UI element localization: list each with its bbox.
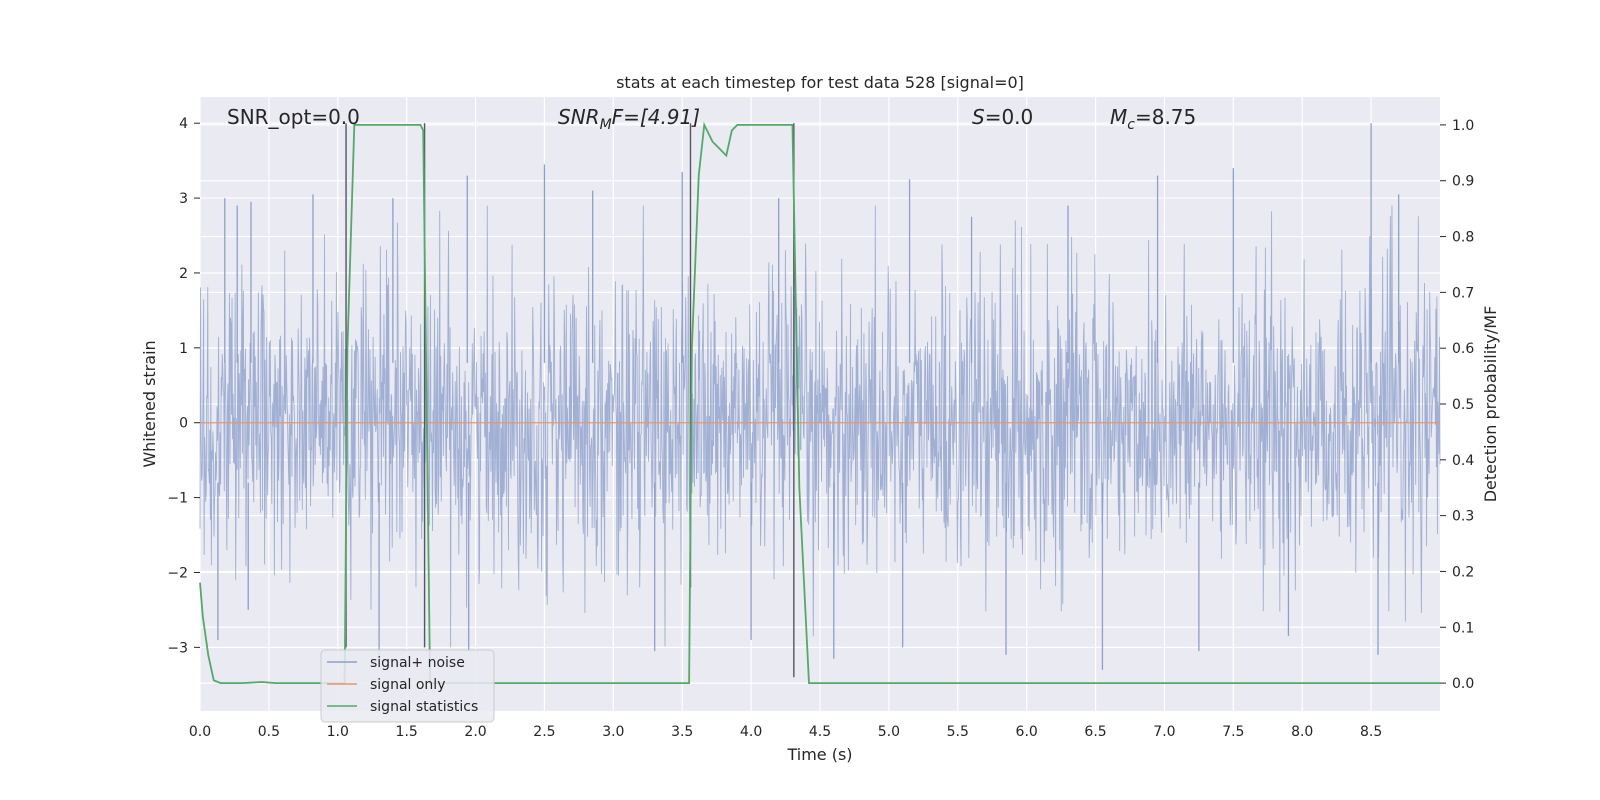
x-tick-label: 6.5 [1084,724,1106,740]
y2-tick-label: 0.5 [1452,397,1474,413]
x-tick-label: 7.5 [1222,724,1244,740]
x-tick-label: 4.0 [740,724,762,740]
x-tick-label: 3.5 [671,724,693,740]
annotation-s-rest: =0.0 [985,105,1034,129]
x-tick-label: 2.5 [533,724,555,740]
y-tick-label: 2 [179,266,188,282]
x-tick-label: 4.5 [809,724,831,740]
y2-axis-label: Detection probability/MF [1481,306,1500,503]
annotation-mc-sub: c [1127,117,1135,133]
x-tick-label: 7.0 [1153,724,1175,740]
annotation-snr-mf-rest: F=[4.91] [612,105,700,129]
x-tick-label: 8.0 [1291,724,1313,740]
legend: signal+ noise signal only signal statist… [320,649,495,723]
annotation-snr-mf: SNRMF=[4.91] [558,105,700,133]
y2-tick-label: 0.0 [1452,676,1474,692]
y2-axis-ticks: 0.0 0.1 0.2 0.3 0.4 0.5 0.6 0.7 0.8 0.9 1.0 [1440,118,1474,692]
x-axis-ticks: 0.0 0.5 1.0 1.5 2.0 2.5 3.0 3.5 4.0 4.5 5.0 5.5 6.0 6… [189,724,1382,740]
y-axis-ticks: −3 −2 −1 0 1 2 3 4 [167,116,200,656]
annotation-snr-mf-sub: M [600,117,612,133]
legend-label-signal-only: signal only [370,677,445,693]
y2-tick-label: 0.1 [1452,620,1474,636]
annotation-mc: Mc=8.75 [1110,105,1196,133]
annotation-mc-main: M [1110,105,1127,129]
x-tick-label: 2.0 [464,724,486,740]
y-tick-label: −3 [167,640,188,656]
y2-tick-label: 0.3 [1452,509,1474,525]
y2-tick-label: 0.7 [1452,285,1474,301]
y-tick-label: 1 [179,341,188,357]
chart-title: stats at each timestep for test data 528… [616,73,1024,92]
legend-label-signal-plus-noise: signal+ noise [370,655,465,671]
y2-tick-label: 0.2 [1452,564,1474,580]
legend-box [320,649,495,723]
x-axis-label: Time (s) [786,745,852,764]
y2-tick-label: 0.8 [1452,230,1474,246]
y-tick-label: 4 [179,116,188,132]
x-tick-label: 0.0 [189,724,211,740]
y2-tick-label: 0.6 [1452,341,1474,357]
x-tick-label: 3.0 [602,724,624,740]
legend-label-signal-statistics: signal statistics [370,699,478,715]
x-tick-label: 8.5 [1360,724,1382,740]
y-tick-label: −1 [167,491,188,507]
x-tick-label: 5.0 [878,724,900,740]
x-tick-label: 0.5 [258,724,280,740]
annotation-snr-opt: SNR_opt=0.0 [227,105,360,129]
y2-tick-label: 1.0 [1452,118,1474,134]
x-tick-label: 5.5 [947,724,969,740]
annotation-s: S=0.0 [972,105,1033,129]
x-tick-label: 6.0 [1016,724,1038,740]
y-tick-label: 3 [179,191,188,207]
x-tick-label: 1.5 [396,724,418,740]
x-tick-label: 1.0 [327,724,349,740]
annotation-snr-mf-main: SNR [558,105,600,129]
annotation-s-main: S [972,105,985,129]
y2-tick-label: 0.9 [1452,174,1474,190]
y-tick-label: 0 [179,416,188,432]
y2-tick-label: 0.4 [1452,453,1474,469]
y-axis-label: Whitened strain [140,340,159,467]
annotation-mc-rest: =8.75 [1135,105,1196,129]
y-tick-label: −2 [167,565,188,581]
